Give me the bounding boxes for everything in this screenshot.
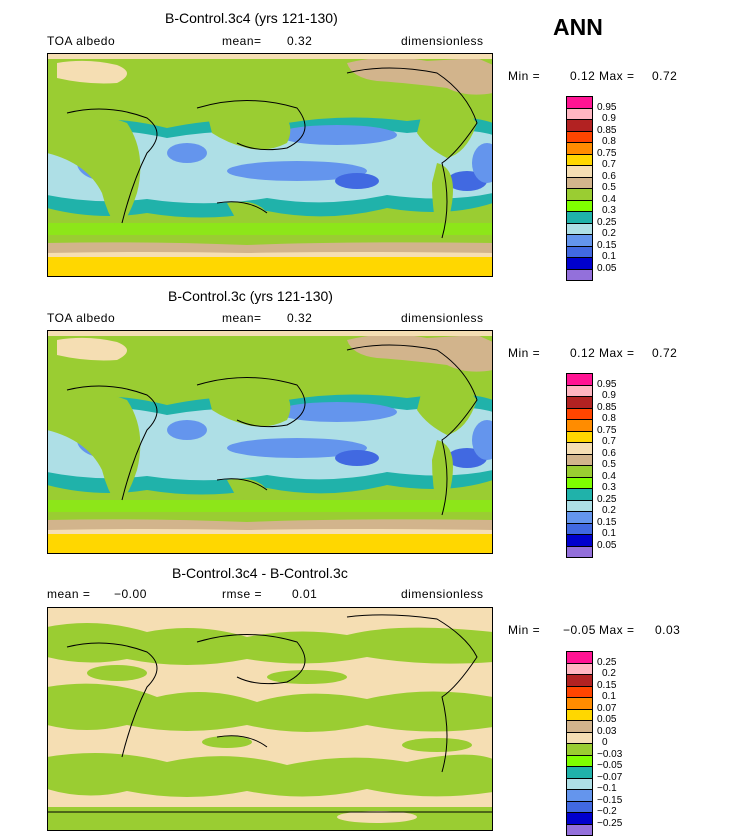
colorbar-tick-label: −0.07 bbox=[597, 773, 622, 783]
colorbar-tick-label: 0.2 bbox=[602, 506, 616, 516]
colorbar-tick-label: 0.1 bbox=[602, 252, 616, 262]
colorbar-tick-label: 0.6 bbox=[602, 172, 616, 182]
colorbar-tick-label: 0.8 bbox=[602, 137, 616, 147]
colorbar-swatch bbox=[566, 824, 593, 836]
panel2-max-value: 0.72 bbox=[652, 346, 677, 360]
colorbar-tick-label: 0.9 bbox=[602, 391, 616, 401]
panel3-mean-label: mean = bbox=[47, 587, 90, 601]
panel1-max-value: 0.72 bbox=[652, 69, 677, 83]
colorbar-tick-label: 0.5 bbox=[602, 460, 616, 470]
season-label: ANN bbox=[553, 14, 603, 41]
colorbar-tick-label: −0.2 bbox=[597, 807, 617, 817]
colorbar-tick-label: 0.4 bbox=[602, 195, 616, 205]
colorbar-tick-label: −0.15 bbox=[597, 796, 622, 806]
panel2-min-value: 0.12 bbox=[570, 346, 595, 360]
panel1-mean-value: 0.32 bbox=[287, 34, 312, 48]
panel3-max-value: 0.03 bbox=[655, 623, 680, 637]
panel1-variable-label: TOA albedo bbox=[47, 34, 115, 48]
panel1-min-value: 0.12 bbox=[570, 69, 595, 83]
colorbar-tick-label: 0.7 bbox=[602, 160, 616, 170]
colorbar-tick-label: 0.2 bbox=[602, 229, 616, 239]
colorbar-tick-label: −0.05 bbox=[597, 761, 622, 771]
colorbar-tick-label: 0.95 bbox=[597, 380, 616, 390]
colorbar-tick-label: 0.03 bbox=[597, 727, 616, 737]
panel2-units: dimensionless bbox=[401, 311, 484, 325]
colorbar-tick-label: 0.85 bbox=[597, 403, 616, 413]
colorbar-tick-label: 0.05 bbox=[597, 264, 616, 274]
panel3-mean-value: −0.00 bbox=[114, 587, 147, 601]
colorbar-tick-label: 0.15 bbox=[597, 681, 616, 691]
colorbar-tick-label: 0.85 bbox=[597, 126, 616, 136]
panel3-max-label: Max = bbox=[599, 623, 635, 637]
panel2-mean-value: 0.32 bbox=[287, 311, 312, 325]
colorbar-tick-label: 0.6 bbox=[602, 449, 616, 459]
colorbar-swatch bbox=[566, 269, 593, 282]
panel3-rmse-value: 0.01 bbox=[292, 587, 317, 601]
colorbar-tick-label: 0.25 bbox=[597, 658, 616, 668]
panel2-map bbox=[47, 330, 493, 554]
colorbar-tick-label: 0.1 bbox=[602, 692, 616, 702]
panel2-min-label: Min = bbox=[508, 346, 540, 360]
colorbar-tick-label: 0.75 bbox=[597, 426, 616, 436]
colorbar-tick-label: −0.25 bbox=[597, 819, 622, 829]
panel3-map bbox=[47, 607, 493, 831]
colorbar-tick-label: 0.5 bbox=[602, 183, 616, 193]
colorbar-tick-label: 0.1 bbox=[602, 529, 616, 539]
panel2-mean-label: mean= bbox=[222, 311, 262, 325]
colorbar-tick-label: 0.25 bbox=[597, 218, 616, 228]
panel2-variable-label: TOA albedo bbox=[47, 311, 115, 325]
panel3-title: B-Control.3c4 - B-Control.3c bbox=[172, 565, 348, 581]
panel3-min-label: Min = bbox=[508, 623, 540, 637]
colorbar-tick-label: 0.05 bbox=[597, 541, 616, 551]
colorbar-tick-label: 0.3 bbox=[602, 206, 616, 216]
colorbar-tick-label: 0.2 bbox=[602, 669, 616, 679]
colorbar-tick-label: 0.05 bbox=[597, 715, 616, 725]
colorbar-tick-label: 0.95 bbox=[597, 103, 616, 113]
panel3-min-value: −0.05 bbox=[563, 623, 596, 637]
colorbar-tick-label: 0.7 bbox=[602, 437, 616, 447]
colorbar-tick-label: 0.75 bbox=[597, 149, 616, 159]
panel1-map bbox=[47, 53, 493, 277]
colorbar-tick-label: 0.15 bbox=[597, 241, 616, 251]
colorbar-tick-label: 0.3 bbox=[602, 483, 616, 493]
panel1-max-label: Max = bbox=[599, 69, 635, 83]
colorbar-tick-label: −0.03 bbox=[597, 750, 622, 760]
panel3-units: dimensionless bbox=[401, 587, 484, 601]
colorbar-tick-label: 0.4 bbox=[602, 472, 616, 482]
panel1-min-label: Min = bbox=[508, 69, 540, 83]
colorbar-tick-label: −0.1 bbox=[597, 784, 617, 794]
colorbar-swatch bbox=[566, 546, 593, 559]
colorbar-tick-label: 0.8 bbox=[602, 414, 616, 424]
panel2-max-label: Max = bbox=[599, 346, 635, 360]
panel3-rmse-label: rmse = bbox=[222, 587, 262, 601]
colorbar-tick-label: 0 bbox=[602, 738, 608, 748]
colorbar-tick-label: 0.25 bbox=[597, 495, 616, 505]
panel2-title: B-Control.3c (yrs 121-130) bbox=[168, 288, 333, 304]
panel1-title: B-Control.3c4 (yrs 121-130) bbox=[165, 10, 338, 26]
panel1-mean-label: mean= bbox=[222, 34, 262, 48]
panel1-units: dimensionless bbox=[401, 34, 484, 48]
colorbar-tick-label: 0.9 bbox=[602, 114, 616, 124]
colorbar-tick-label: 0.15 bbox=[597, 518, 616, 528]
colorbar-tick-label: 0.07 bbox=[597, 704, 616, 714]
